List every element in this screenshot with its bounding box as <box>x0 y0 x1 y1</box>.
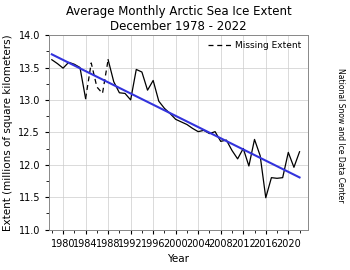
Y-axis label: Extent (millions of square kilometers): Extent (millions of square kilometers) <box>3 34 13 231</box>
X-axis label: Year: Year <box>168 254 189 264</box>
Title: Average Monthly Arctic Sea Ice Extent
December 1978 - 2022: Average Monthly Arctic Sea Ice Extent De… <box>66 5 291 33</box>
Text: National Snow and Ice Data Center: National Snow and Ice Data Center <box>336 68 345 202</box>
Legend: Missing Extent: Missing Extent <box>206 40 303 52</box>
